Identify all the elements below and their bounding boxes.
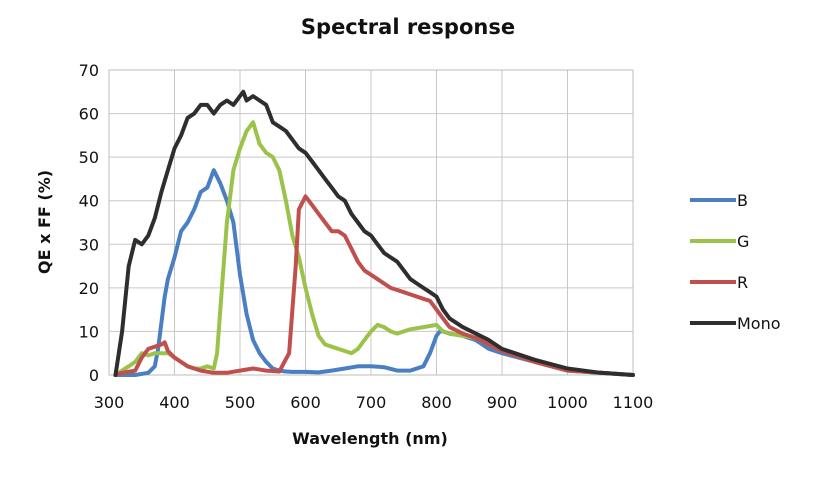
legend-label-r: R (737, 273, 748, 292)
plot-area (108, 69, 634, 376)
legend-label-b: B (737, 191, 748, 210)
legend-label-mono: Mono (737, 314, 781, 333)
x-axis-ticks: 300 400 500 600 700 800 900 1000 1100 (94, 393, 654, 412)
series-line-mono (113, 89, 635, 377)
legend-label-g: G (737, 232, 749, 251)
y-tick-label: 0 (89, 366, 99, 385)
x-tick-label: 600 (290, 393, 321, 412)
y-axis-ticks: 0 10 20 30 40 50 60 70 (79, 61, 99, 385)
x-tick-label: 300 (94, 393, 125, 412)
x-axis-title: Wavelength (nm) (292, 429, 448, 448)
y-tick-label: 50 (79, 148, 99, 167)
y-tick-label: 30 (79, 235, 99, 254)
series-group (113, 89, 635, 377)
x-tick-label: 1100 (613, 393, 654, 412)
x-tick-label: 1000 (547, 393, 588, 412)
x-tick-label: 500 (225, 393, 256, 412)
y-axis-title: QE x FF (%) (35, 170, 54, 274)
series-line-g (113, 120, 635, 377)
y-tick-label: 40 (79, 192, 99, 211)
y-tick-label: 10 (79, 322, 99, 341)
y-tick-label: 70 (79, 61, 99, 80)
y-tick-label: 60 (79, 105, 99, 124)
legend: B G R Mono (690, 191, 781, 333)
chart-title: Spectral response (301, 15, 515, 39)
series-line-r (113, 194, 635, 377)
x-tick-label: 400 (159, 393, 190, 412)
x-tick-label: 800 (421, 393, 452, 412)
x-tick-label: 900 (487, 393, 518, 412)
y-tick-label: 20 (79, 279, 99, 298)
x-tick-label: 700 (356, 393, 387, 412)
